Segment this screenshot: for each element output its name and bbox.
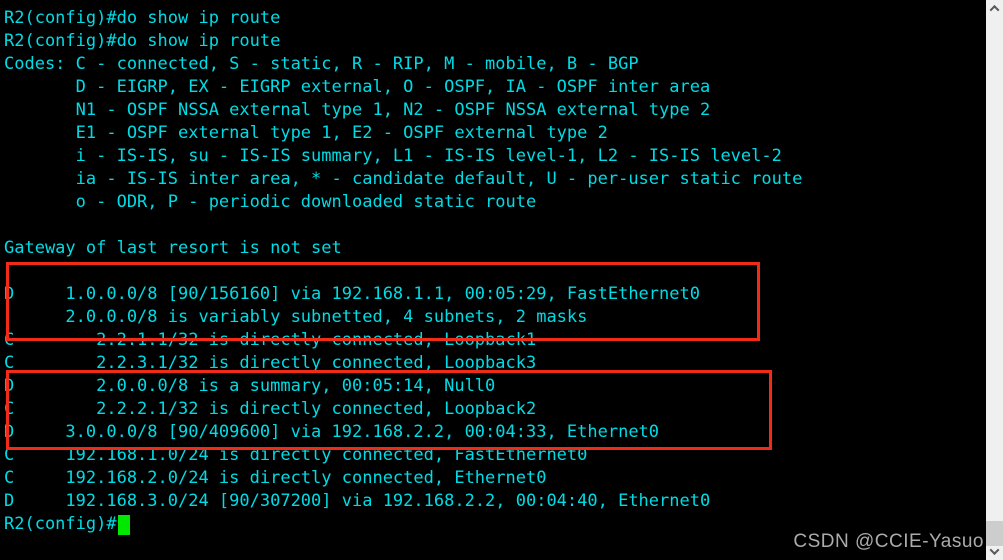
terminal-line: C 192.168.2.0/24 is directly connected, … <box>4 468 547 488</box>
terminal-line: C 2.2.1.1/32 is directly connected, Loop… <box>4 330 537 350</box>
vertical-scrollbar[interactable] <box>986 0 1003 560</box>
terminal-line: N1 - OSPF NSSA external type 1, N2 - OSP… <box>4 100 711 120</box>
terminal-line: D 2.0.0.0/8 is a summary, 00:05:14, Null… <box>4 376 496 396</box>
terminal-line: Gateway of last resort is not set <box>4 238 342 258</box>
terminal-cursor <box>117 514 130 535</box>
terminal-lines: R2(config)#do show ip route R2(config)#do… <box>4 7 986 513</box>
terminal-prompt-line: R2(config)# <box>4 513 986 536</box>
terminal-line: C 2.2.3.1/32 is directly connected, Loop… <box>4 353 537 373</box>
terminal-line: E1 - OSPF external type 1, E2 - OSPF ext… <box>4 123 608 143</box>
terminal-line <box>4 214 986 237</box>
scroll-up-button[interactable] <box>986 0 1003 17</box>
terminal-line: D 3.0.0.0/8 [90/409600] via 192.168.2.2,… <box>4 422 660 442</box>
terminal-line: 2.0.0.0/8 is variably subnetted, 4 subne… <box>4 307 588 327</box>
terminal-prompt: R2(config)# <box>4 514 117 534</box>
terminal-line: Codes: C - connected, S - static, R - RI… <box>4 54 639 74</box>
terminal-line: D 192.168.3.0/24 [90/307200] via 192.168… <box>4 491 711 511</box>
terminal-line: ia - IS-IS inter area, * - candidate def… <box>4 169 803 189</box>
terminal-line: D 1.0.0.0/8 [90/156160] via 192.168.1.1,… <box>4 284 700 304</box>
chevron-down-icon <box>989 545 1000 556</box>
scrollbar-thumb[interactable] <box>986 521 1003 546</box>
chevron-up-icon <box>989 4 1000 15</box>
terminal-line: C 2.2.2.1/32 is directly connected, Loop… <box>4 399 537 419</box>
csdn-watermark: CSDN @CCIE-Yasuo <box>793 531 984 552</box>
terminal-line: C 192.168.1.0/24 is directly connected, … <box>4 445 588 465</box>
terminal-line <box>4 260 986 283</box>
terminal-line: D - EIGRP, EX - EIGRP external, O - OSPF… <box>4 77 711 97</box>
terminal-line: o - ODR, P - periodic downloaded static … <box>4 192 537 212</box>
terminal-line: R2(config)#do show ip route <box>4 31 281 51</box>
terminal-line: i - IS-IS, su - IS-IS summary, L1 - IS-I… <box>4 146 782 166</box>
scroll-down-button[interactable] <box>986 543 1003 560</box>
terminal-line: R2(config)#do show ip route <box>4 8 281 28</box>
